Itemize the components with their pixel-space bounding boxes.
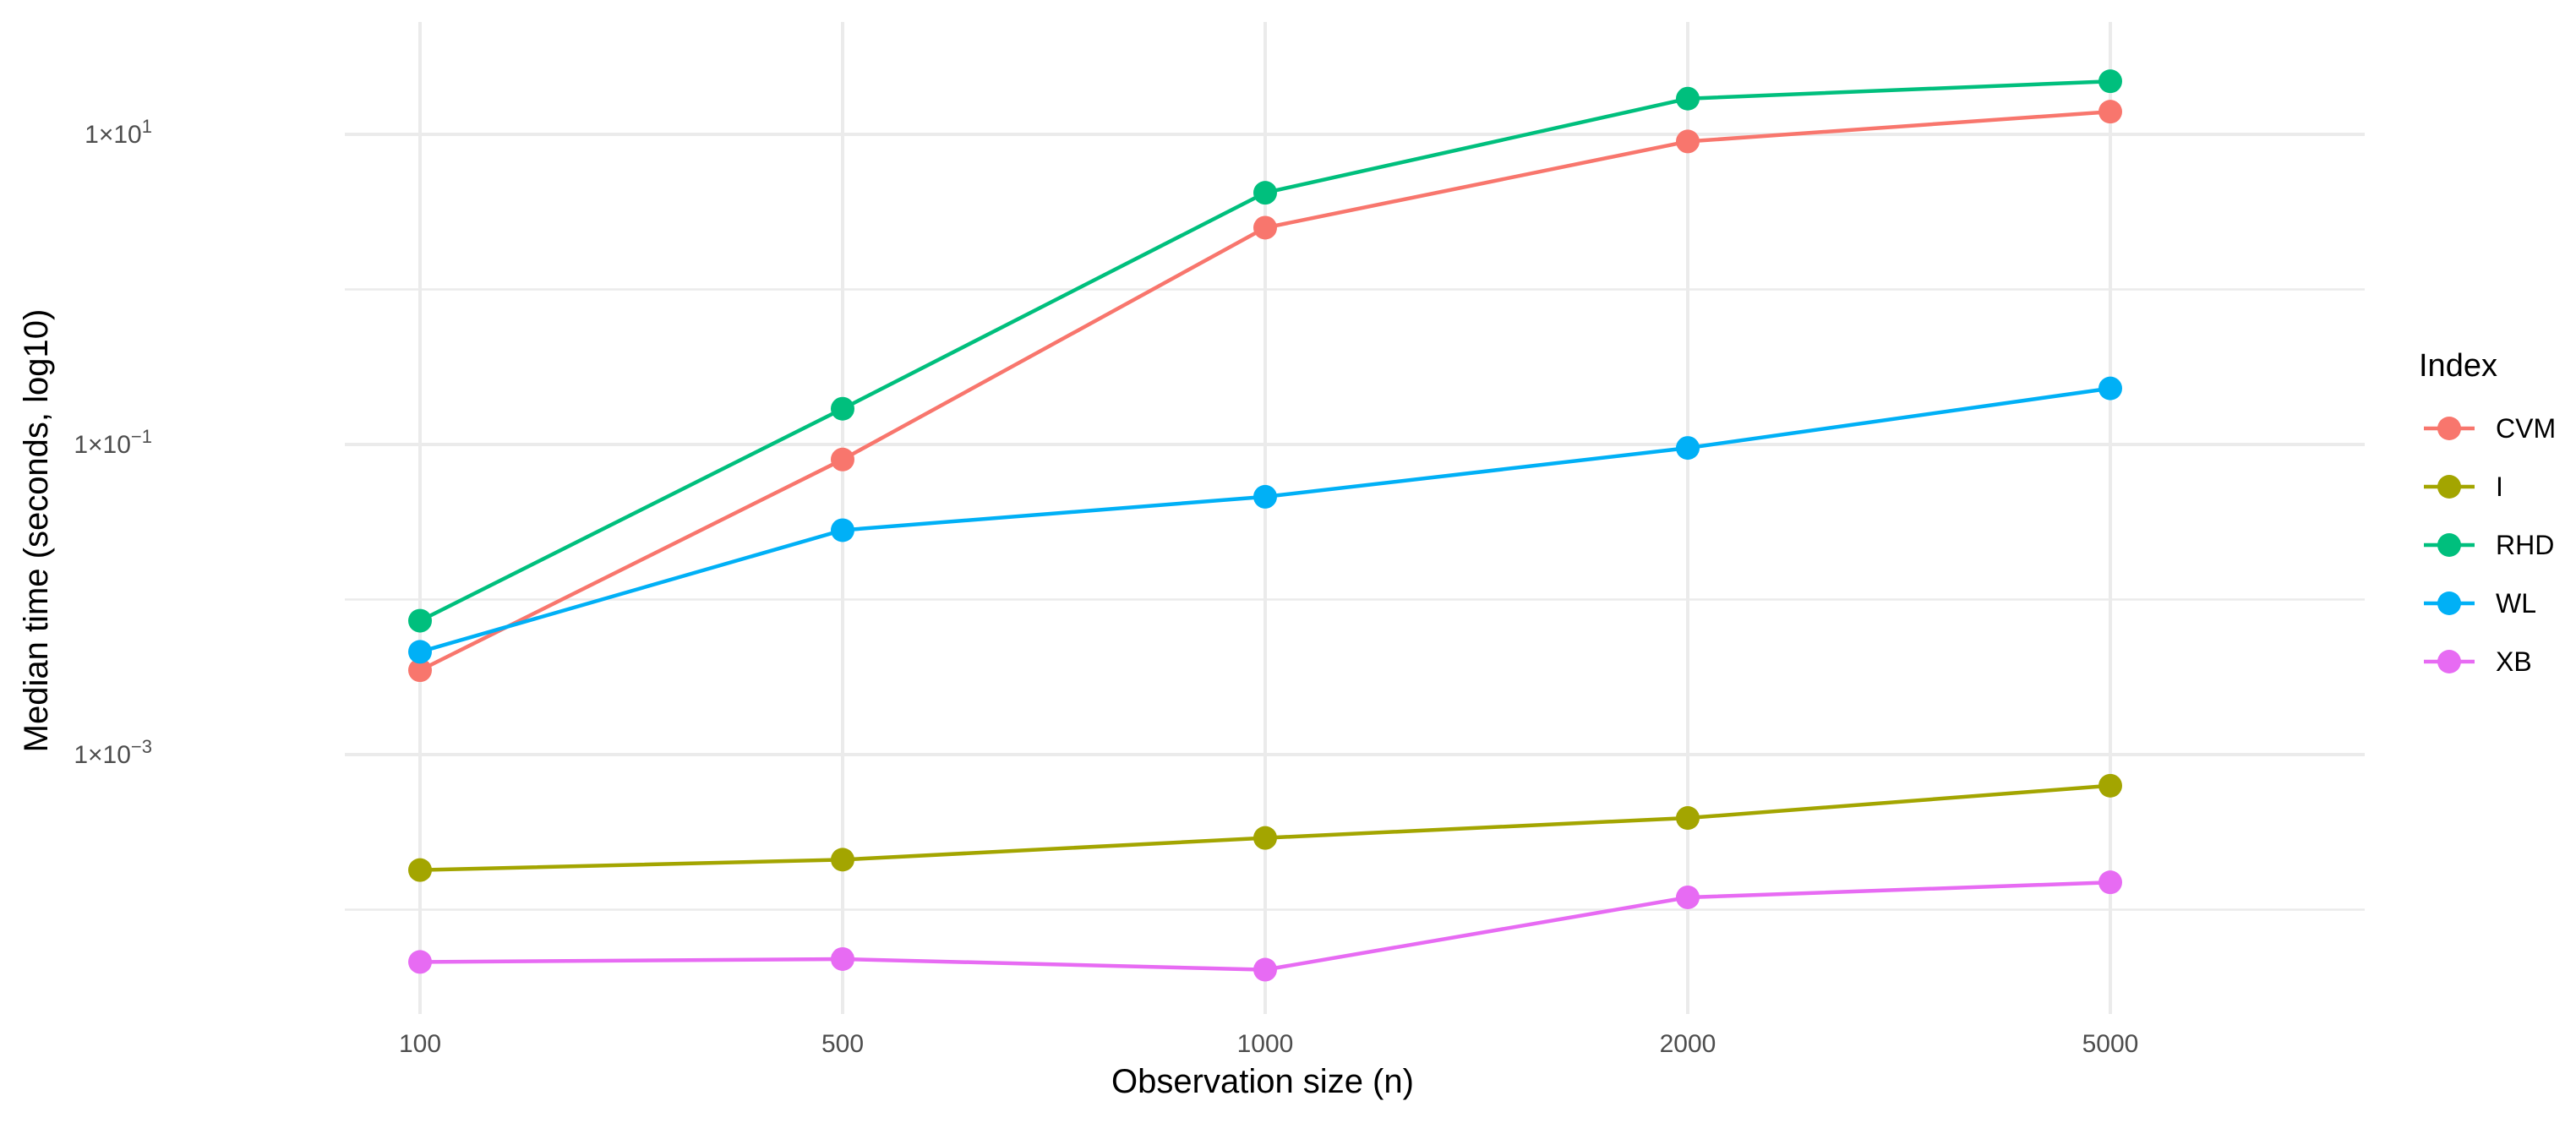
x-tick-label-500: 500 <box>821 1030 864 1058</box>
point-cvm-100 <box>408 658 432 683</box>
point-xb-500 <box>831 946 854 971</box>
x-tick-label-2000: 2000 <box>1660 1030 1716 1058</box>
legend-key-point-wl <box>2437 591 2461 615</box>
legend-key-point-cvm <box>2437 417 2461 440</box>
point-i-5000 <box>2098 773 2122 798</box>
legend: Index CVM I RHD WL XB <box>2419 348 2556 677</box>
legend-key-point-i <box>2437 475 2461 499</box>
minor-gridlines <box>345 288 2365 911</box>
point-wl-100 <box>408 640 432 664</box>
y-axis-title: Median time (seconds, log10) <box>18 309 55 753</box>
legend-key-point-rhd <box>2437 533 2461 557</box>
series-points <box>408 69 2122 982</box>
x-tick-label-100: 100 <box>399 1030 441 1058</box>
y-tick-label-1: 1×101 <box>85 116 152 149</box>
point-xb-2000 <box>1676 885 1700 909</box>
x-axis-title: Observation size (n) <box>1111 1063 1414 1100</box>
legend-item-xb: XB <box>2424 646 2532 677</box>
legend-item-rhd: RHD <box>2424 530 2554 560</box>
point-rhd-2000 <box>1676 86 1700 111</box>
point-wl-5000 <box>2098 376 2122 401</box>
x-axis-tick-labels: 100 500 1000 2000 5000 <box>399 1030 2138 1058</box>
point-cvm-5000 <box>2098 100 2122 124</box>
legend-label-i: I <box>2496 472 2503 502</box>
point-cvm-1000 <box>1253 215 1277 240</box>
point-rhd-500 <box>831 396 854 421</box>
point-i-500 <box>831 848 854 872</box>
point-rhd-100 <box>408 608 432 633</box>
point-cvm-2000 <box>1676 129 1700 154</box>
point-cvm-500 <box>831 447 854 472</box>
legend-item-cvm: CVM <box>2424 413 2556 444</box>
point-xb-5000 <box>2098 870 2122 895</box>
point-rhd-1000 <box>1253 181 1277 205</box>
legend-item-i: I <box>2424 472 2503 502</box>
point-rhd-5000 <box>2098 69 2122 94</box>
point-i-100 <box>408 858 432 882</box>
point-wl-500 <box>831 518 854 542</box>
point-wl-2000 <box>1676 436 1700 461</box>
legend-item-wl: WL <box>2424 588 2536 619</box>
legend-label-wl: WL <box>2496 588 2536 619</box>
legend-key-point-xb <box>2437 650 2461 673</box>
y-tick-label-2: 1×10−1 <box>74 426 152 459</box>
legend-label-cvm: CVM <box>2496 413 2556 444</box>
legend-label-xb: XB <box>2496 646 2532 677</box>
point-i-2000 <box>1676 806 1700 831</box>
point-xb-100 <box>408 950 432 974</box>
x-tick-label-5000: 5000 <box>2082 1030 2139 1058</box>
point-xb-1000 <box>1253 957 1277 982</box>
major-gridlines <box>345 22 2365 1014</box>
legend-label-rhd: RHD <box>2496 530 2554 560</box>
y-axis-tick-labels: 1×101 1×10−1 1×10−3 <box>74 116 152 769</box>
y-tick-label-3: 1×10−3 <box>74 736 152 769</box>
point-i-1000 <box>1253 826 1277 850</box>
x-tick-label-1000: 1000 <box>1237 1030 1294 1058</box>
legend-items: CVM I RHD WL XB <box>2424 413 2556 677</box>
legend-title: Index <box>2419 348 2497 384</box>
point-wl-1000 <box>1253 484 1277 509</box>
